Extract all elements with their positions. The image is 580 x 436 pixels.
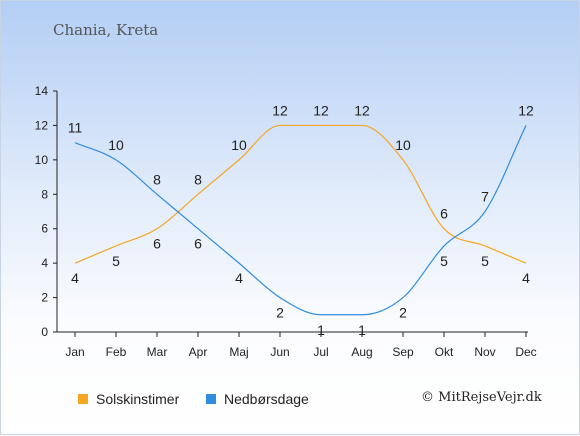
y-tick-label: 6 <box>41 222 48 236</box>
x-tick-label: Jul <box>313 345 328 359</box>
data-label-sun: 5 <box>481 253 489 269</box>
data-label-rain: 11 <box>68 120 83 136</box>
x-tick-label: Okt <box>435 345 454 359</box>
data-label-sun: 4 <box>522 270 530 286</box>
data-label-sun: 6 <box>153 236 161 252</box>
x-tick-label: Apr <box>189 345 208 359</box>
data-label-sun: 6 <box>440 206 448 222</box>
chart-title: Chania, Kreta <box>53 21 159 39</box>
x-tick-label: Dec <box>515 345 536 359</box>
data-label-rain: 5 <box>440 253 448 269</box>
x-tick-label: Mar <box>147 345 168 359</box>
y-tick-label: 10 <box>35 153 49 167</box>
credit-text: © MitRejseVejr.dk <box>421 390 542 405</box>
y-tick-label: 8 <box>41 187 48 201</box>
data-label-sun: 12 <box>354 102 370 118</box>
data-label-sun: 10 <box>395 137 411 153</box>
legend-swatch-sun <box>78 394 88 404</box>
data-label-sun: 12 <box>272 102 288 118</box>
data-label-rain: 6 <box>194 236 202 252</box>
data-label-rain: 7 <box>481 189 489 205</box>
series-line-rain <box>74 125 527 316</box>
x-tick-label: Sep <box>392 345 414 359</box>
y-tick-label: 0 <box>41 325 48 339</box>
x-tick-label: Feb <box>106 345 127 359</box>
legend-item-sun: Solskinstimer <box>78 391 179 407</box>
series-line-sun <box>74 124 527 264</box>
legend-label-sun: Solskinstimer <box>96 391 180 407</box>
y-tick-label: 4 <box>41 256 48 270</box>
data-label-sun: 8 <box>194 171 202 187</box>
data-label-rain: 1 <box>358 322 366 338</box>
data-label-rain: 1 <box>317 322 325 338</box>
data-label-rain: 12 <box>518 102 534 118</box>
legend-swatch-rain <box>206 394 216 404</box>
x-tick-label: Aug <box>351 345 372 359</box>
data-label-rain: 2 <box>276 305 284 321</box>
data-label-sun: 4 <box>71 270 79 286</box>
data-label-rain: 4 <box>235 270 243 286</box>
legend-label-rain: Nedbørsdage <box>224 391 309 407</box>
data-label-sun: 10 <box>231 137 247 153</box>
x-tick-label: Jun <box>270 345 289 359</box>
y-tick-label: 12 <box>35 118 49 132</box>
y-tick-label: 2 <box>41 291 48 305</box>
legend-item-rain: Nedbørsdage <box>206 391 309 407</box>
x-tick-label: Nov <box>474 345 495 359</box>
data-label-sun: 5 <box>112 253 120 269</box>
data-label-rain: 8 <box>153 171 161 187</box>
data-label-sun: 12 <box>313 102 329 118</box>
y-tick-label: 14 <box>35 84 49 98</box>
data-label-rain: 10 <box>108 137 124 153</box>
x-tick-label: Maj <box>229 345 248 359</box>
x-tick-label: Jan <box>65 345 84 359</box>
data-label-rain: 2 <box>399 305 407 321</box>
